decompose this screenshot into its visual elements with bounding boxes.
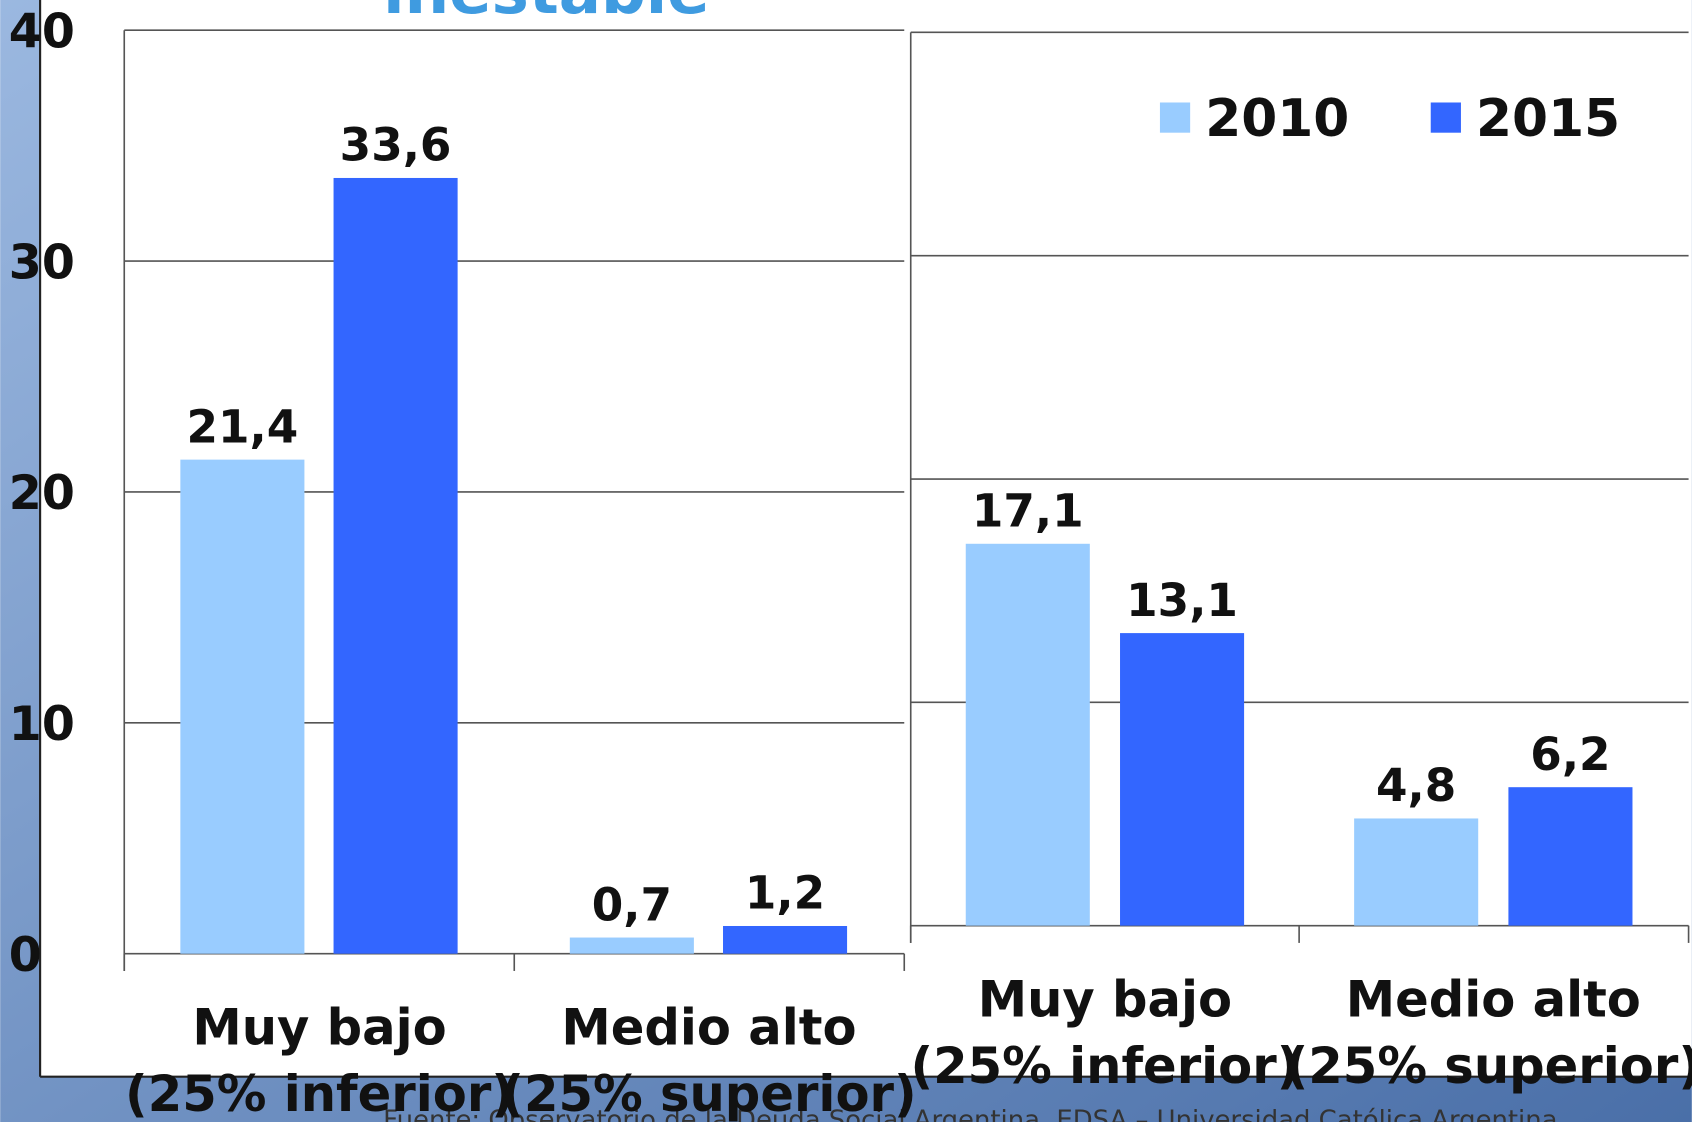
- y-tick-label: 20: [9, 466, 75, 521]
- x-tick-label: Muy bajo (25% inferior): [910, 970, 1299, 1095]
- value-label: 33,6: [340, 119, 452, 172]
- bar: [1120, 633, 1245, 926]
- x-tick-label-line: (25% inferior): [125, 1065, 514, 1122]
- bar: [965, 543, 1090, 926]
- value-label: 4,8: [1376, 759, 1456, 812]
- bar: [333, 177, 458, 954]
- value-label: 6,2: [1530, 728, 1610, 781]
- bar: [569, 937, 694, 954]
- value-label: 1,2: [745, 867, 825, 920]
- legend-label: 2015: [1476, 89, 1620, 149]
- y-tick-label: 40: [9, 4, 75, 59]
- value-label: 17,1: [972, 485, 1084, 538]
- x-tick-label-line: Muy bajo: [192, 998, 446, 1056]
- bar: [723, 925, 848, 954]
- title: inestable: [383, 0, 709, 28]
- bar: [1508, 787, 1633, 926]
- value-label: 0,7: [592, 878, 672, 931]
- value-label: 21,4: [187, 400, 299, 453]
- x-tick-label: Medio alto (25% superior): [1286, 970, 1692, 1095]
- bar: [1354, 818, 1479, 926]
- x-tick-label-line: (25% superior): [501, 1065, 916, 1122]
- x-tick-label-line: Medio alto: [1346, 970, 1641, 1028]
- source: Fuente: Observatorio de la Deuda Social …: [383, 1105, 1557, 1122]
- x-tick-label-line: Medio alto: [561, 998, 856, 1056]
- legend-swatch: [1159, 102, 1191, 133]
- x-tick-label: Medio alto (25% superior): [501, 998, 916, 1122]
- bar: [180, 459, 305, 954]
- x-tick-label-line: Muy bajo: [978, 970, 1232, 1028]
- legend-swatch: [1430, 102, 1461, 133]
- legend-label: 2010: [1205, 89, 1349, 149]
- x-tick-label: Muy bajo (25% inferior): [125, 998, 514, 1122]
- value-label: 13,1: [1126, 574, 1238, 627]
- y-tick-label: 10: [9, 697, 75, 752]
- x-tick-label-line: (25% superior): [1286, 1037, 1692, 1095]
- x-tick-label-line: (25% inferior): [910, 1037, 1299, 1095]
- y-tick-label: 0: [9, 928, 42, 983]
- y-tick-label: 30: [9, 235, 75, 290]
